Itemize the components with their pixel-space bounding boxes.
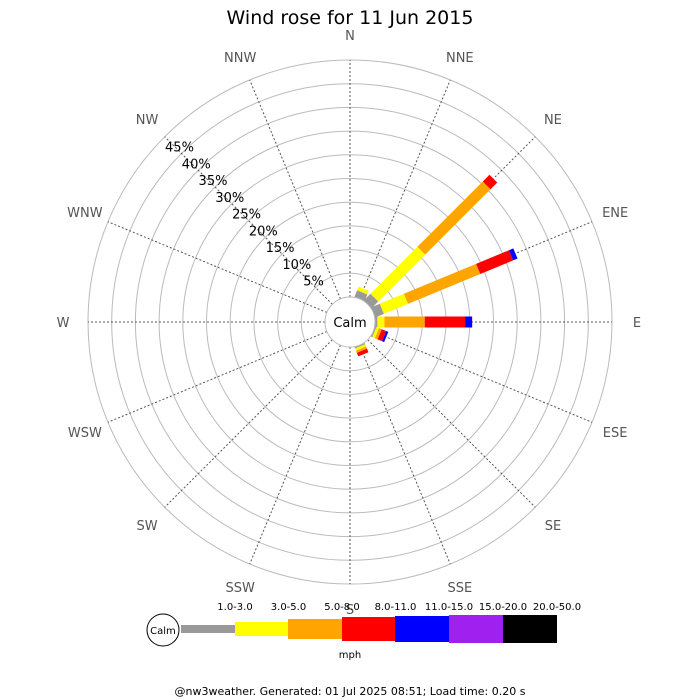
radial-tick-label: 15% [266,241,295,256]
direction-labels: N NNE NE ENE E ESE SE SSE S SSW SW WSW W WNW NW NNW [57,29,642,618]
bar-ene-3.0-5.0 [379,293,409,314]
legend-swatch-8.0-11.0 [342,617,395,641]
direction-label-ene: ENE [602,206,628,221]
legend-label-8.0-11.0: 8.0-11.0 [375,602,417,613]
bar-ene-11.0-15.0 [508,248,518,261]
grid-ring [182,154,518,490]
bar-sse-1.0-3.0 [354,342,366,349]
direction-label-nw: NW [136,113,159,128]
bar-e-3.0-5.0 [377,316,385,328]
legend-calm-label: Calm [150,626,176,637]
legend-swatch-3.0-5.0 [235,622,288,636]
direction-label-nne: NNE [446,51,474,66]
direction-label-n: N [345,29,355,44]
direction-label-sw: SW [137,519,158,534]
legend-label-3.0-5.0: 3.0-5.0 [271,602,306,613]
direction-spokes [88,60,612,584]
radial-tick-label: 25% [232,208,261,223]
spoke-wsw [107,331,328,423]
bar-e-11.0-15.0 [465,316,473,328]
radial-tick-labels: 5% 10% 15% 20%25% 30% 35% 40% 45% [165,140,324,289]
bar-ene-8.0-11.0 [476,250,514,274]
radial-tick-label: 10% [282,258,311,273]
legend-label-20.0-50.0: 20.0-50.0 [533,602,581,613]
legend-swatch-1.0-3.0 [181,625,235,633]
legend-swatch-5.0-8.0 [288,619,342,639]
spoke-ese [372,331,593,423]
direction-label-se: SE [545,519,561,534]
speed-legend: Calm 1.0-3.0 3.0-5.0 5.0-8.0 8.0-11.0 11.0-15… [146,602,581,647]
bar-ese-8.0-11.0 [377,329,387,342]
legend-swatch-11.0-15.0 [395,616,449,642]
legend-label-5.0-8.0: 5.0-8.0 [324,602,359,613]
spoke-ne [367,136,536,305]
direction-label-ssw: SSW [225,581,255,596]
calm-circle [324,296,376,348]
radial-tick-label: 45% [165,140,194,155]
legend-label-1.0-3.0: 1.0-3.0 [217,602,252,613]
direction-label-s: S [346,603,354,618]
spoke-nne [359,79,451,300]
bar-e-8.0-11.0 [424,316,466,328]
footer-text: @nw3weather. Generated: 01 Jul 2025 08:5… [175,685,526,698]
bar-e-5.0-8.0 [384,316,425,328]
bar-nne-1.0-3.0 [354,290,368,302]
calm-label: Calm [333,316,366,331]
legend-label-15.0-20.0: 15.0-20.0 [479,602,527,613]
spoke-sse [359,344,451,565]
direction-label-sse: SSE [447,581,472,596]
legend-units: mph [339,650,361,661]
legend-label-11.0-15.0: 11.0-15.0 [425,602,473,613]
bar-sse-3.0-5.0 [355,344,367,351]
direction-label-wnw: WNW [67,206,103,221]
legend-swatch-15.0-20.0 [449,615,503,643]
bar-ene-5.0-8.0 [403,263,481,304]
radial-tick-label: 20% [249,224,278,239]
wind-bars [354,174,518,357]
bar-ese-5.0-8.0 [374,328,382,340]
direction-label-wsw: WSW [68,426,102,441]
bar-nne-3.0-5.0 [357,286,369,295]
radial-tick-label: 35% [199,174,228,189]
spoke-nnw [249,79,341,300]
bar-e-1.0-3.0 [374,316,378,328]
bar-ne-3.0-5.0 [370,246,426,302]
direction-label-nnw: NNW [224,51,256,66]
bar-ne-8.0-11.0 [482,174,498,190]
grid-ring [206,178,494,466]
spoke-nw [164,136,333,305]
spoke-se [367,339,536,508]
radial-tick-label: 40% [182,157,211,172]
direction-label-w: W [57,316,70,331]
spoke-ssw [249,344,341,565]
bar-ne-5.0-8.0 [417,181,491,255]
direction-label-ese: ESE [603,426,628,441]
radial-tick-label: 30% [215,191,244,206]
legend-swatch-20.0-50.0 [503,615,557,643]
bar-ne-1.0-3.0 [363,293,379,309]
bar-ese-3.0-5.0 [372,327,380,339]
spoke-sw [164,339,333,508]
bar-sse-5.0-8.0 [355,346,368,353]
bar-ese-11.0-15.0 [381,331,389,343]
spoke-wnw [107,221,328,313]
bar-ese-1.0-3.0 [370,326,377,338]
bar-sse-8.0-11.0 [356,348,369,357]
radial-tick-label: 5% [303,275,324,290]
direction-label-ne: NE [544,113,562,128]
direction-label-e: E [633,316,641,331]
legend-calm-circle [146,613,180,647]
spoke-ene [372,221,593,313]
chart-title: Wind rose for 11 Jun 2015 [227,7,474,29]
